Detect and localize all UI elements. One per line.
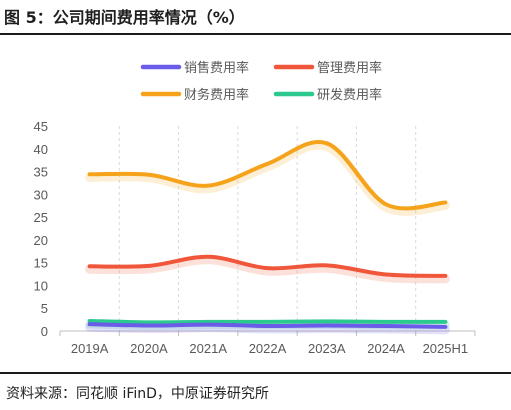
y-tick-label: 20 xyxy=(34,233,48,248)
top-rule xyxy=(0,33,511,35)
axes xyxy=(59,330,476,336)
y-tick-label: 10 xyxy=(34,278,48,293)
x-tick-label: 2021A xyxy=(189,341,227,356)
legend-label: 财务费用率 xyxy=(184,87,249,103)
series-line xyxy=(87,140,448,211)
bottom-rule xyxy=(0,372,511,374)
legend-label: 销售费用率 xyxy=(184,60,249,76)
legend-label: 管理费用率 xyxy=(317,60,382,76)
series-line-glow xyxy=(85,322,450,335)
x-tick-label: 2022A xyxy=(249,341,287,356)
y-tick-label: 5 xyxy=(41,301,48,316)
y-tick-label: 35 xyxy=(34,165,48,180)
y-tick-label: 45 xyxy=(34,119,48,134)
legend-label: 研发费用率 xyxy=(317,87,382,103)
x-tick-label: 2020A xyxy=(130,341,168,356)
x-tick-label: 2023A xyxy=(308,341,346,356)
source-note: 资料来源：同花顺 iFinD，中原证券研究所 xyxy=(6,386,269,402)
x-tick-label: 2025H1 xyxy=(423,341,469,356)
gridlines xyxy=(118,126,417,331)
x-tick-label: 2019A xyxy=(71,341,109,356)
series-line xyxy=(87,318,448,325)
y-tick-label: 30 xyxy=(34,187,48,202)
series-line xyxy=(87,322,448,329)
y-tick-label: 40 xyxy=(34,142,48,157)
y-tick-label: 15 xyxy=(34,256,48,271)
series-lines xyxy=(85,140,450,335)
x-tick-label: 2024A xyxy=(367,341,405,356)
tick-labels: 0 5 10 15 20 25 30 35 40 45 2019A 2020A 2021A 2022A 20… xyxy=(34,119,469,356)
series-line-glow xyxy=(85,140,450,216)
y-tick-label: 25 xyxy=(34,210,48,225)
series-line-glow xyxy=(85,255,450,284)
figure-title: 图 5：公司期间费用率情况（%） xyxy=(4,8,245,27)
y-tick-label: 0 xyxy=(41,324,48,339)
